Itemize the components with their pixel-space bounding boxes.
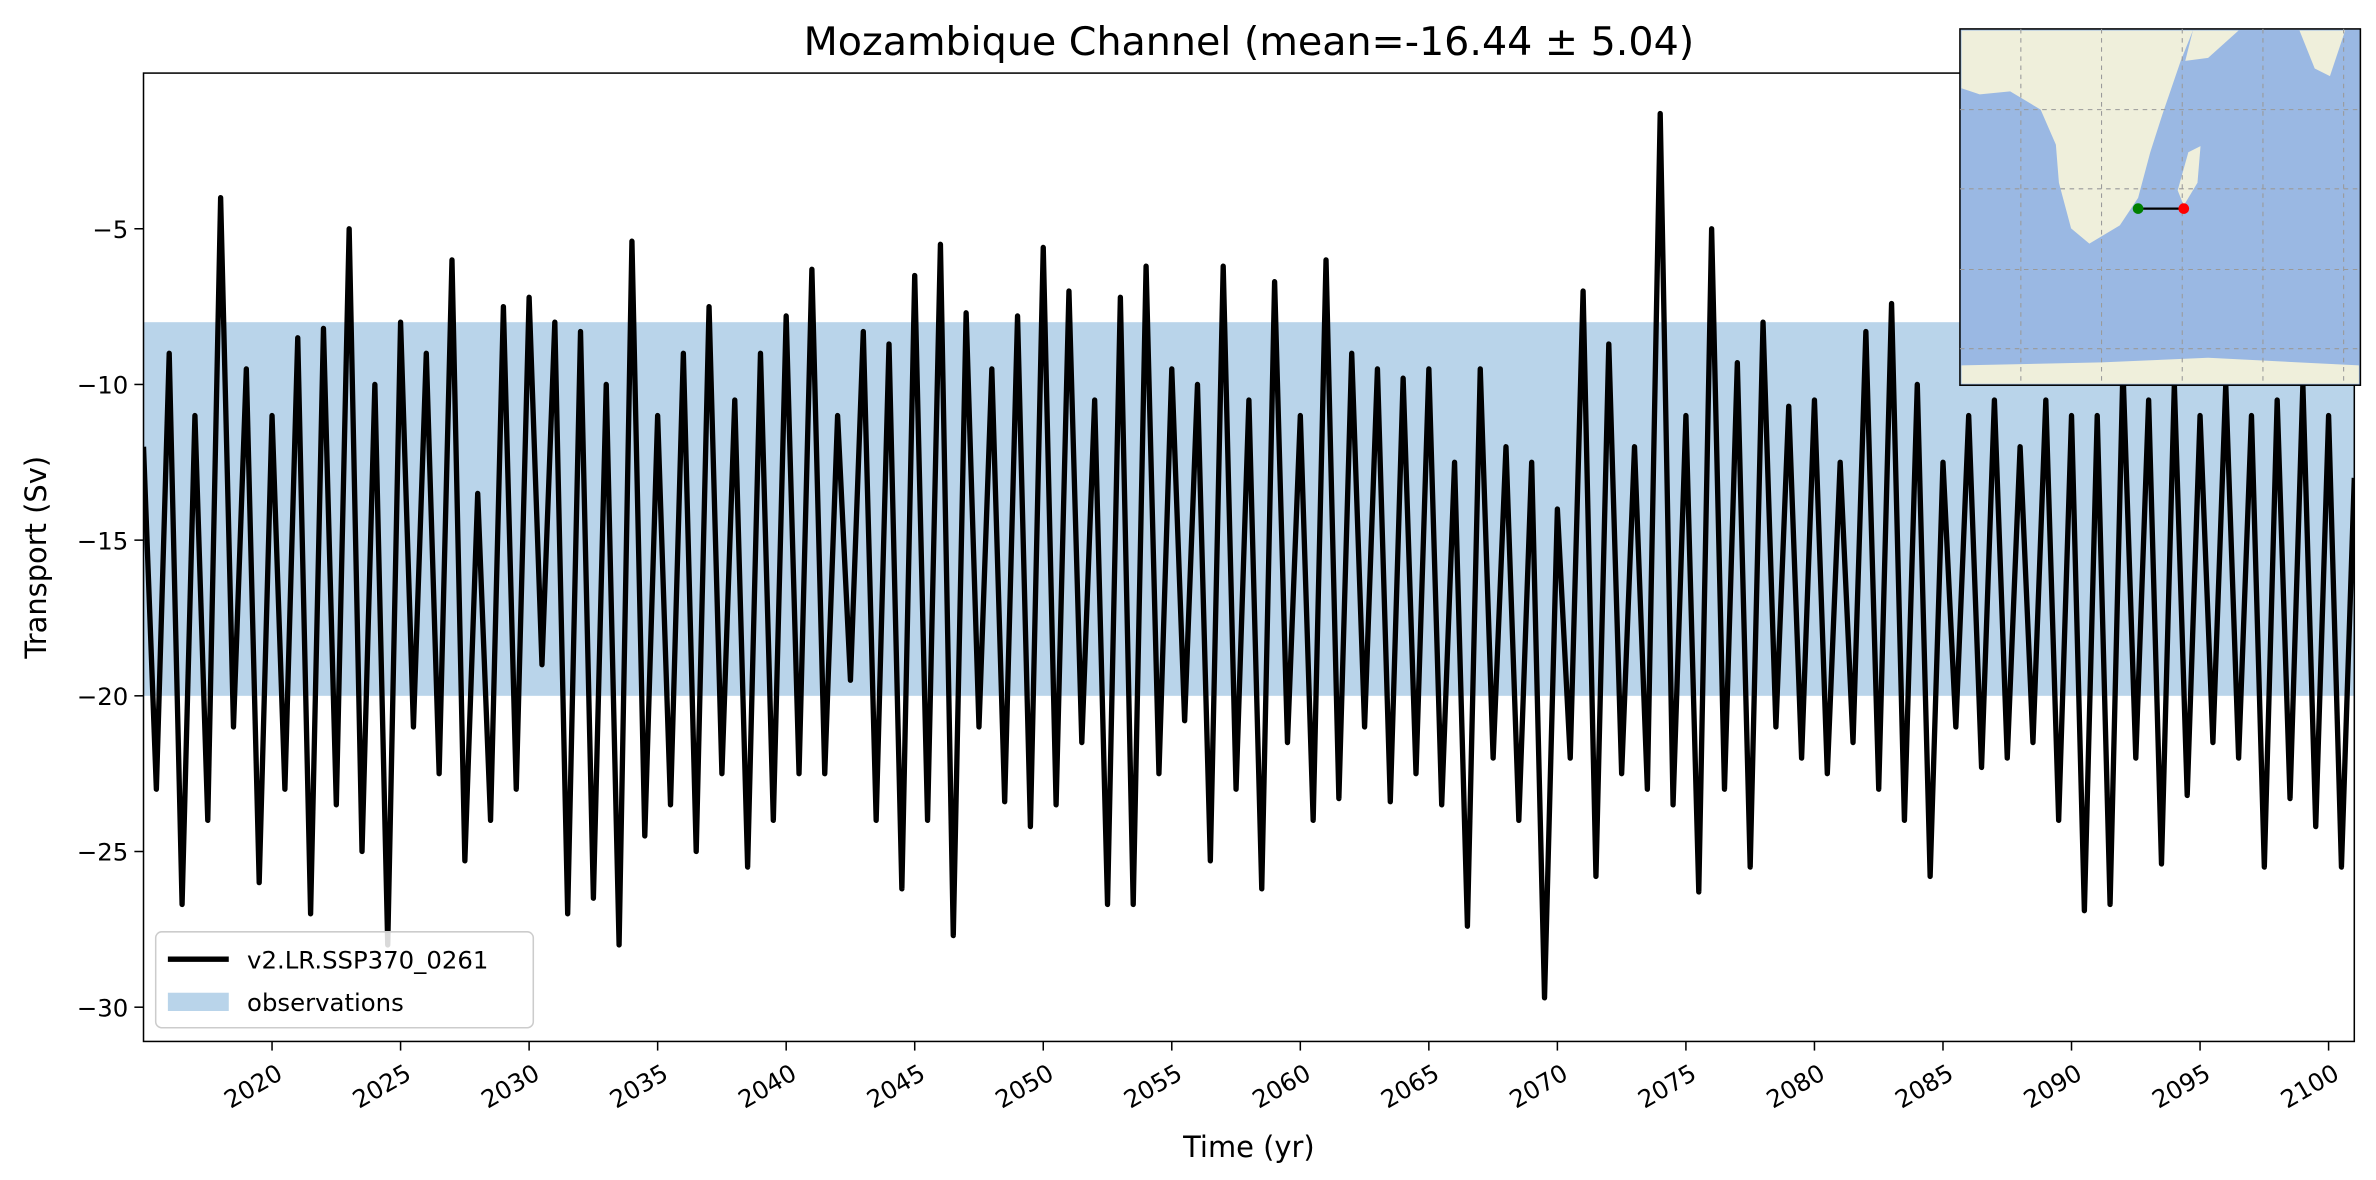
legend-patch	[167, 992, 229, 1011]
x-tick-label: 2080	[1761, 1058, 1829, 1114]
legend: v2.LR.SSP370_0261 observations	[154, 931, 535, 1029]
x-tick-label: 2035	[605, 1058, 673, 1114]
y-tick-label: −5	[92, 215, 128, 244]
x-tick-label: 2025	[348, 1058, 416, 1114]
map-land	[1961, 30, 2193, 244]
section-start	[2132, 203, 2144, 214]
plot-frame	[142, 72, 2356, 1043]
y-tick-label: −25	[77, 838, 128, 867]
x-tick-label: 2030	[476, 1058, 544, 1114]
map-land	[1961, 357, 2359, 384]
y-tick-label: −15	[77, 526, 128, 555]
legend-box	[154, 931, 535, 1029]
inset-map	[1959, 28, 2362, 386]
x-tick-label: 2060	[1247, 1058, 1315, 1114]
legend-label: v2.LR.SSP370_0261	[247, 945, 488, 974]
y-tick-label: −10	[77, 371, 128, 400]
map-land	[2185, 30, 2239, 61]
x-tick-label: 2075	[1633, 1058, 1701, 1114]
x-axis-label: Time (yr)	[1182, 1130, 1314, 1164]
chart-title: Mozambique Channel (mean=-16.44 ± 5.04)	[804, 19, 1695, 65]
y-tick-label: −30	[77, 993, 128, 1022]
x-tick-label: 2095	[2147, 1058, 2215, 1114]
x-tick-label: 2090	[2019, 1058, 2087, 1114]
map-land	[2177, 146, 2201, 206]
x-tick-label: 2050	[990, 1058, 1058, 1114]
section-end	[2178, 203, 2190, 214]
x-tick-label: 2065	[1376, 1058, 1444, 1114]
map-land	[2299, 30, 2346, 77]
legend-label: observations	[247, 988, 404, 1017]
x-tick-label: 2070	[1504, 1058, 1572, 1114]
x-tick-label: 2020	[219, 1058, 287, 1114]
x-tick-label: 2055	[1119, 1058, 1187, 1114]
y-axis-label: Transport (Sv)	[19, 456, 53, 660]
x-tick-label: 2085	[1890, 1058, 1958, 1114]
x-tick-label: 2040	[733, 1058, 801, 1114]
series-line	[143, 110, 2355, 1001]
x-tick-label: 2045	[862, 1058, 930, 1114]
y-tick-label: −20	[77, 682, 128, 711]
x-tick-label: 2100	[2276, 1058, 2344, 1114]
